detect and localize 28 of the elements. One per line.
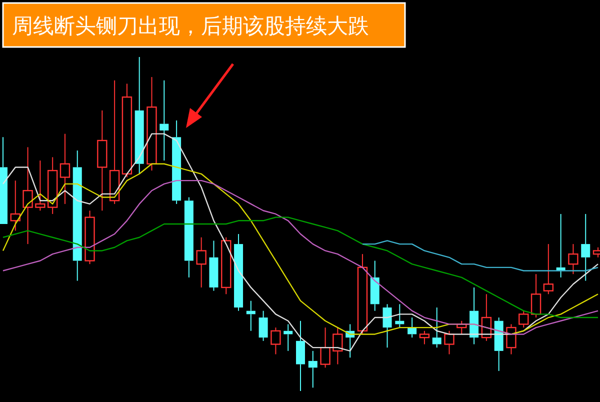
candlestick bbox=[581, 213, 590, 282]
candlestick bbox=[22, 146, 33, 245]
candlestick bbox=[432, 307, 442, 348]
candlestick bbox=[296, 320, 305, 392]
candlestick bbox=[160, 80, 169, 162]
candlestick bbox=[209, 240, 218, 292]
candlestick bbox=[10, 180, 20, 232]
candlestick bbox=[270, 327, 281, 355]
candlestick bbox=[258, 310, 268, 342]
candlestick bbox=[370, 260, 380, 312]
candlestick bbox=[246, 300, 256, 332]
candlestick bbox=[408, 317, 417, 338]
candlestick bbox=[395, 304, 404, 328]
candlestick bbox=[506, 324, 516, 355]
candlestick bbox=[72, 150, 82, 282]
candlestick bbox=[234, 234, 244, 312]
candlestick bbox=[97, 110, 108, 212]
chart-title: 周线断头铡刀出现，后期该股持续大跌 bbox=[12, 14, 369, 38]
candlestick bbox=[196, 236, 206, 288]
candlestick bbox=[568, 244, 578, 275]
candlestick bbox=[60, 133, 70, 204]
candlestick bbox=[494, 317, 504, 372]
candlestick bbox=[308, 350, 318, 388]
candlestick bbox=[184, 196, 194, 278]
candlestick bbox=[382, 304, 392, 348]
candlestick bbox=[134, 56, 144, 174]
candlestick bbox=[172, 120, 182, 204]
candlestick bbox=[284, 324, 293, 352]
